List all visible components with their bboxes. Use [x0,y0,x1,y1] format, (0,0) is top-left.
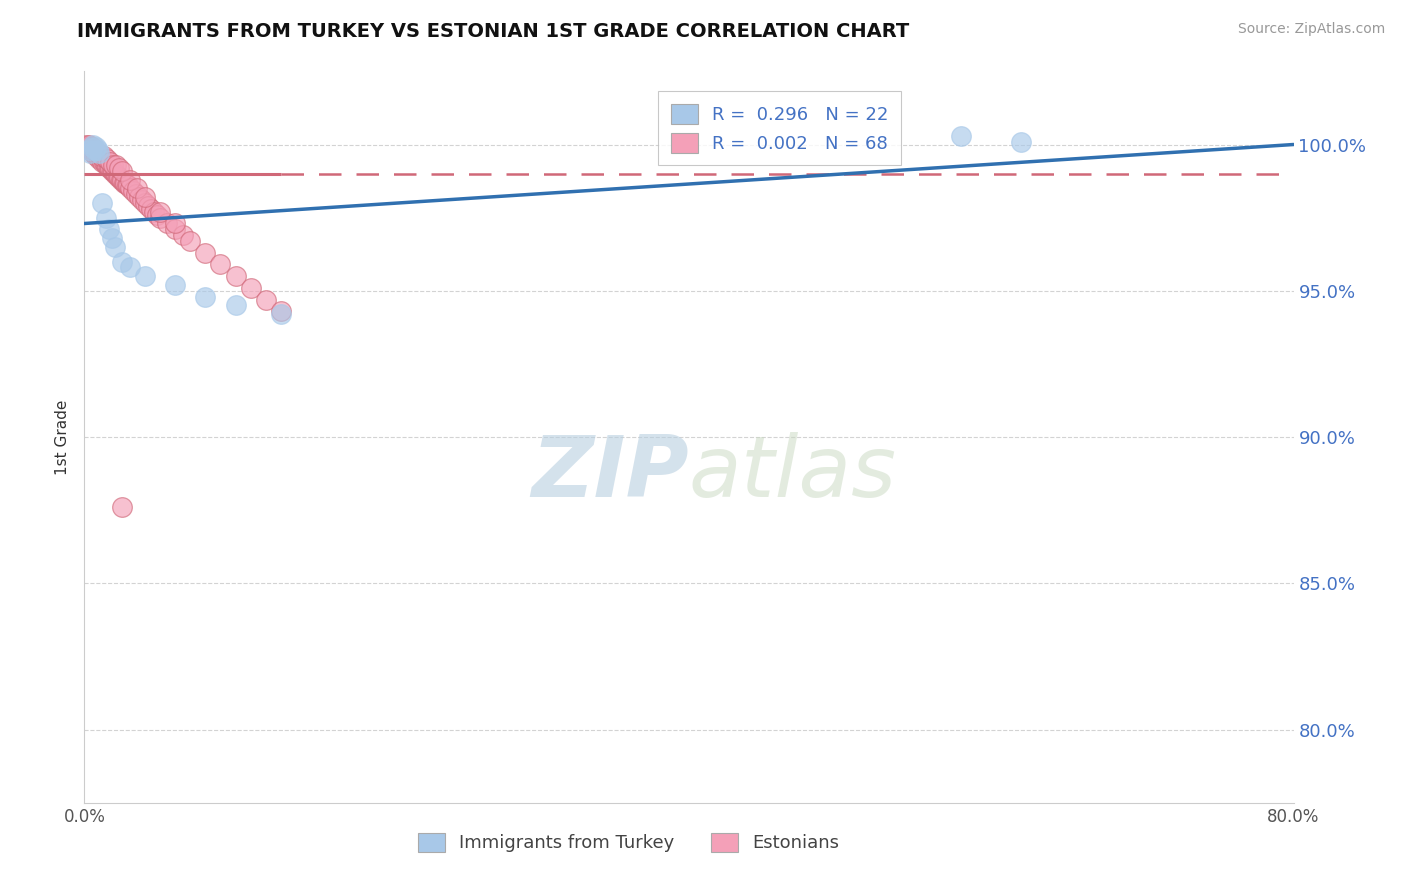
Point [90,152,112,166]
Point [118,260,141,275]
Point [105,158,128,172]
Point [89,152,111,166]
Point [79,144,101,158]
Point [105,167,128,181]
Point [270,304,292,318]
Point [142,204,165,219]
Point [76,140,98,154]
Point [104,240,127,254]
Point [80,144,103,158]
Point [77,144,100,158]
Point [98,161,121,175]
Point [84,146,107,161]
Point [1011,135,1033,149]
Point [179,234,201,248]
Point [115,178,138,193]
Point [225,269,247,284]
Point [80,140,103,154]
Point [77,140,100,154]
Point [156,217,179,231]
Point [94,211,117,225]
Point [118,172,141,186]
Point [82,146,104,161]
Point [87,144,110,158]
Point [270,307,292,321]
Point [80,140,103,154]
Point [93,149,115,163]
Point [111,254,134,268]
Point [79,146,101,161]
Point [134,196,156,211]
Point [165,217,187,231]
Point [114,176,136,190]
Legend: Immigrants from Turkey, Estonians: Immigrants from Turkey, Estonians [411,826,846,860]
Point [107,169,129,184]
Point [89,146,111,161]
Point [75,137,97,152]
Point [127,181,149,195]
Point [128,190,150,204]
Point [84,144,107,158]
Point [98,155,121,169]
Point [194,290,217,304]
Point [172,228,194,243]
Point [101,164,124,178]
Point [194,245,217,260]
Point [86,149,108,163]
Point [139,202,162,216]
Point [77,137,100,152]
Point [125,187,148,202]
Point [93,155,115,169]
Point [121,184,143,198]
Point [84,144,107,158]
Y-axis label: 1st Grade: 1st Grade [55,400,70,475]
Point [87,146,110,161]
Point [104,167,127,181]
Point [165,222,187,236]
Point [97,222,120,236]
Point [100,231,122,245]
Point [108,161,131,175]
Point [100,164,122,178]
Point [97,161,120,175]
Point [91,196,114,211]
Text: atlas: atlas [689,432,897,516]
Text: ZIP: ZIP [531,432,689,516]
Point [950,128,973,143]
Point [111,172,134,186]
Point [111,164,134,178]
Point [96,158,118,172]
Point [90,149,112,163]
Point [108,169,131,184]
Point [112,176,135,190]
Point [110,172,132,186]
Point [136,199,159,213]
Text: IMMIGRANTS FROM TURKEY VS ESTONIAN 1ST GRADE CORRELATION CHART: IMMIGRANTS FROM TURKEY VS ESTONIAN 1ST G… [77,22,910,41]
Point [239,281,262,295]
Point [149,204,172,219]
Point [149,211,172,225]
Point [254,293,277,307]
Point [146,208,169,222]
Text: Source: ZipAtlas.com: Source: ZipAtlas.com [1237,22,1385,37]
Point [118,181,141,195]
Point [86,140,108,154]
Point [134,190,156,204]
Point [96,152,118,166]
Point [91,155,114,169]
Point [117,178,139,193]
Point [209,257,232,271]
Point [87,149,110,163]
Point [131,193,153,207]
Point [94,158,117,172]
Point [111,500,134,515]
Point [225,298,247,312]
Point [101,158,124,172]
Point [165,277,187,292]
Point [82,137,104,152]
Point [134,269,156,284]
